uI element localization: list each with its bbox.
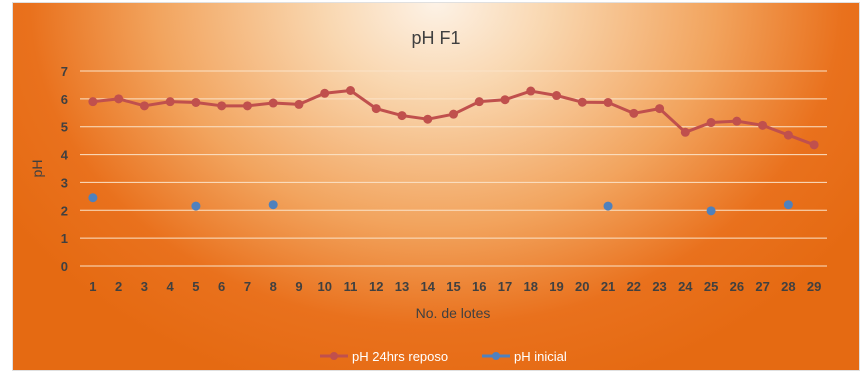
data-point: [552, 91, 562, 101]
data-point: [268, 98, 278, 108]
chart-area: [12, 2, 860, 371]
data-point: [320, 88, 330, 98]
data-point: [191, 97, 201, 107]
x-tick-label: 28: [781, 279, 795, 294]
x-axis-ticks: 1 2 3 4 5 6 7 8 9 10 11 12 13 14 15 16 17 18 19 20 21 22 23 24 2…: [89, 279, 821, 294]
x-axis-label: No. de lotes: [416, 305, 491, 321]
x-tick-label: 27: [755, 279, 769, 294]
data-point: [114, 94, 124, 104]
data-point: [449, 109, 458, 119]
data-point: [423, 114, 433, 124]
y-tick-label: 2: [61, 203, 68, 218]
x-tick-label: 16: [472, 279, 486, 294]
data-point: [603, 97, 613, 107]
data-point: [217, 101, 227, 111]
data-point: [758, 120, 768, 130]
series-2: [88, 193, 793, 216]
data-point: [88, 97, 98, 107]
x-tick-label: 29: [807, 279, 821, 294]
series-1: [88, 86, 819, 150]
data-point: [809, 140, 819, 150]
data-point: [88, 193, 98, 203]
data-point: [732, 116, 742, 126]
data-point: [783, 130, 793, 140]
x-tick-label: 11: [344, 279, 358, 294]
x-tick-label: 22: [627, 279, 641, 294]
y-tick-label: 7: [61, 64, 68, 79]
x-tick-label: 8: [270, 279, 277, 294]
x-tick-label: 13: [395, 279, 409, 294]
y-tick-label: 5: [61, 120, 68, 135]
x-tick-label: 14: [421, 279, 436, 294]
x-tick-label: 1: [89, 279, 96, 294]
legend: pH 24hrs reposo pH inicial: [320, 349, 567, 364]
x-tick-label: 17: [498, 279, 512, 294]
legend-item: pH 24hrs reposo: [320, 349, 448, 364]
data-point: [139, 101, 149, 111]
x-tick-label: 7: [244, 279, 251, 294]
x-tick-label: 18: [524, 279, 538, 294]
x-tick-label: 24: [678, 279, 693, 294]
x-tick-label: 4: [167, 279, 175, 294]
y-tick-label: 0: [61, 259, 68, 274]
data-point: [706, 206, 716, 216]
legend-marker: [330, 352, 338, 360]
x-tick-label: 9: [295, 279, 302, 294]
y-tick-label: 3: [61, 175, 68, 190]
data-point: [577, 97, 587, 107]
y-tick-label: 6: [61, 92, 68, 107]
data-point: [783, 200, 793, 210]
legend-marker: [492, 352, 500, 360]
x-tick-label: 20: [575, 279, 589, 294]
chart-title: pH F1: [411, 28, 460, 48]
data-point: [629, 108, 639, 118]
data-point: [294, 99, 304, 109]
data-point: [603, 201, 613, 211]
data-point: [345, 86, 355, 95]
legend-label: pH 24hrs reposo: [352, 349, 448, 364]
x-tick-label: 15: [446, 279, 460, 294]
x-tick-label: 21: [601, 279, 615, 294]
data-point: [397, 111, 407, 121]
x-tick-label: 6: [218, 279, 225, 294]
y-tick-label: 4: [61, 148, 69, 163]
data-point: [474, 97, 484, 107]
data-point: [165, 97, 175, 107]
y-axis-label: pH: [29, 160, 45, 178]
data-point: [191, 201, 201, 211]
y-tick-label: 1: [61, 231, 68, 246]
x-tick-label: 12: [369, 279, 383, 294]
x-tick-label: 10: [317, 279, 331, 294]
data-point: [500, 95, 510, 105]
data-point: [680, 127, 690, 137]
x-tick-label: 19: [549, 279, 563, 294]
data-point: [371, 104, 381, 114]
legend-item: pH inicial: [482, 349, 567, 364]
data-point: [706, 118, 716, 128]
x-tick-label: 23: [652, 279, 666, 294]
x-tick-label: 3: [141, 279, 148, 294]
x-tick-label: 5: [192, 279, 199, 294]
x-tick-label: 25: [704, 279, 718, 294]
data-point: [268, 200, 278, 210]
data-point: [526, 86, 536, 96]
series-group: [88, 86, 819, 216]
data-point: [655, 104, 665, 114]
y-axis-ticks: 0 1 2 3 4 5 6 7: [61, 64, 69, 274]
legend-label: pH inicial: [514, 349, 567, 364]
x-tick-label: 2: [115, 279, 122, 294]
x-tick-label: 26: [730, 279, 744, 294]
data-point: [242, 101, 252, 111]
